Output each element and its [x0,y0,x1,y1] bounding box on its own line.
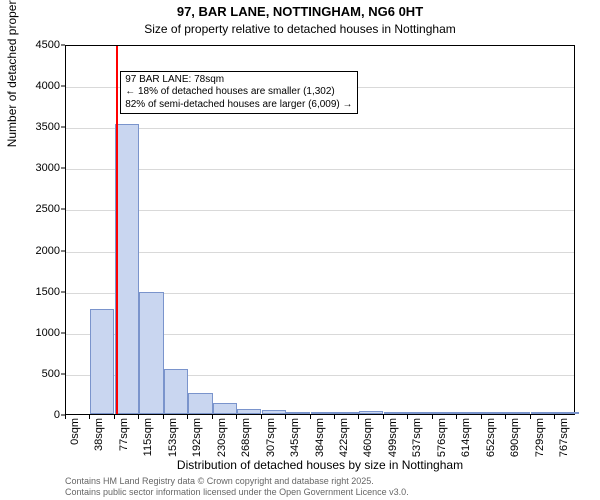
y-tick-label: 0 [25,409,60,421]
y-axis-label: Number of detached properties [5,0,19,147]
y-tick-mark [61,168,65,169]
histogram-bar [384,412,408,414]
histogram-bar [531,412,555,414]
annotation-box: 97 BAR LANE: 78sqm← 18% of detached hous… [120,71,357,115]
gridline [66,210,574,211]
chart-title-sub: Size of property relative to detached ho… [0,22,600,36]
x-tick-mark [310,415,311,419]
annotation-line: 82% of semi-detached houses are larger (… [125,99,352,112]
histogram-bar [408,412,432,414]
histogram-bar [482,412,506,414]
gridline [66,128,574,129]
x-tick-mark [432,415,433,419]
histogram-bar [359,411,383,414]
gridline [66,252,574,253]
y-tick-mark [61,332,65,333]
x-tick-mark [138,415,139,419]
x-tick-mark [407,415,408,419]
histogram-bar [433,412,457,414]
y-tick-label: 4000 [25,80,60,92]
y-tick-mark [61,127,65,128]
x-tick-mark [65,415,66,419]
y-tick-label: 3000 [25,162,60,174]
plot-area: 97 BAR LANE: 78sqm← 18% of detached hous… [65,45,575,415]
x-tick-mark [554,415,555,419]
x-tick-mark [236,415,237,419]
x-tick-mark [114,415,115,419]
y-tick-label: 2000 [25,245,60,257]
histogram-bar [188,393,212,414]
x-tick-mark [212,415,213,419]
y-tick-mark [61,250,65,251]
y-tick-mark [61,373,65,374]
y-tick-label: 1000 [25,327,60,339]
histogram-bar [335,412,359,414]
histogram-bar [457,412,481,414]
x-tick-mark [163,415,164,419]
x-tick-mark [89,415,90,419]
footer-line2: Contains public sector information licen… [65,487,409,498]
gridline [66,169,574,170]
y-tick-mark [61,86,65,87]
histogram-bar [164,369,188,414]
footer-attribution: Contains HM Land Registry data © Crown c… [65,476,409,498]
y-tick-label: 500 [25,368,60,380]
y-tick-label: 3500 [25,121,60,133]
y-tick-label: 1500 [25,286,60,298]
annotation-line: ← 18% of detached houses are smaller (1,… [125,86,352,99]
x-tick-mark [358,415,359,419]
x-tick-mark [456,415,457,419]
marker-line [116,46,118,414]
chart-root: 97, BAR LANE, NOTTINGHAM, NG6 0HT Size o… [0,0,600,500]
histogram-bar [115,124,139,414]
y-tick-label: 4500 [25,39,60,51]
y-tick-mark [61,291,65,292]
histogram-bar [311,412,335,414]
histogram-bar [555,412,579,414]
x-tick-mark [187,415,188,419]
histogram-bar [237,409,261,414]
histogram-bar [262,410,286,414]
x-axis-label: Distribution of detached houses by size … [65,458,575,472]
y-tick-label: 2500 [25,203,60,215]
histogram-bar [139,292,163,414]
x-tick-mark [481,415,482,419]
y-tick-mark [61,45,65,46]
x-tick-mark [334,415,335,419]
x-tick-mark [530,415,531,419]
x-tick-mark [383,415,384,419]
histogram-bar [213,403,237,414]
histogram-bar [506,412,530,414]
x-tick-mark [261,415,262,419]
histogram-bar [90,309,114,414]
y-tick-mark [61,209,65,210]
x-tick-mark [505,415,506,419]
footer-line1: Contains HM Land Registry data © Crown c… [65,476,409,487]
x-tick-mark [285,415,286,419]
annotation-line: 97 BAR LANE: 78sqm [125,74,352,87]
chart-title-main: 97, BAR LANE, NOTTINGHAM, NG6 0HT [0,4,600,19]
histogram-bar [286,412,310,414]
